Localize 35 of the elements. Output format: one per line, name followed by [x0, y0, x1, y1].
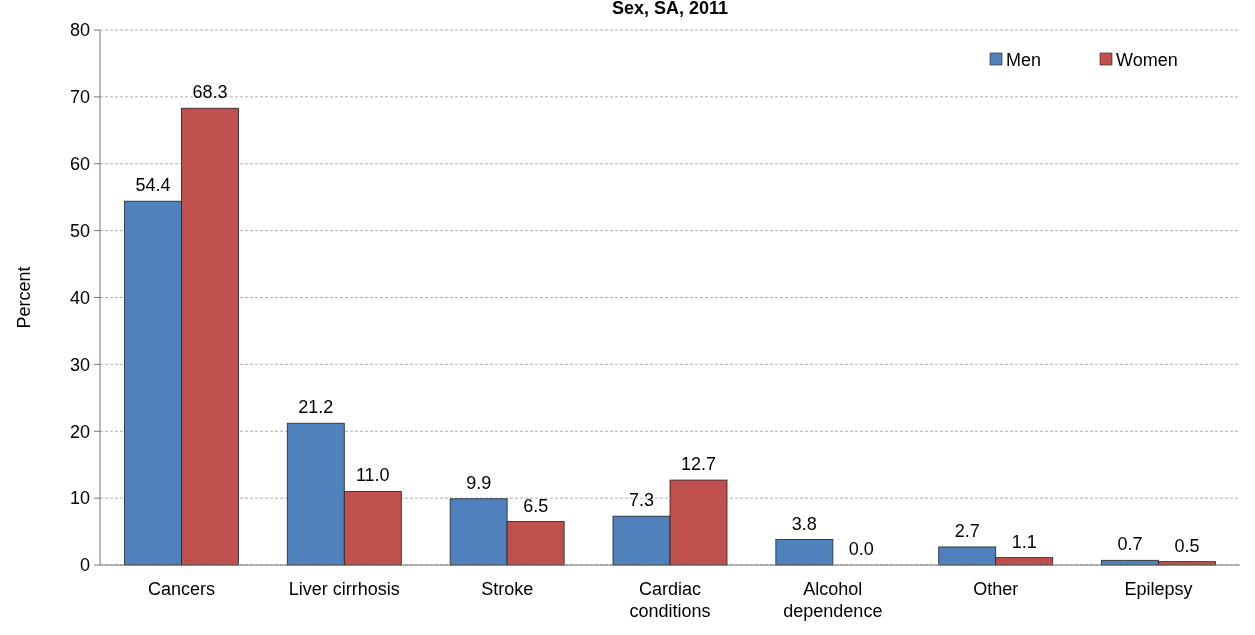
- y-tick-label: 10: [69, 488, 90, 509]
- x-tick-label: Cancers: [147, 579, 215, 599]
- text: 21.2: [298, 397, 334, 418]
- y-axis-title: Percent: [14, 266, 34, 329]
- text: 0.0: [848, 539, 874, 559]
- y-tick-label: 60: [69, 154, 90, 175]
- legend-label: Women: [1116, 50, 1178, 71]
- text: 11.0: [355, 465, 390, 486]
- y-tick-label: 30: [69, 354, 90, 375]
- text: 1.1: [1011, 531, 1037, 552]
- x-tick-label: Stroke: [481, 579, 534, 599]
- text: 68.3: [192, 82, 228, 103]
- x-tick-label: Alcohol dependence: [783, 579, 883, 621]
- x-tick-label: Liver cirrhosis: [288, 579, 400, 599]
- x-tick-label: Epilepsy: [1124, 579, 1193, 599]
- text: 54.4: [135, 175, 171, 196]
- y-tick-label: 80: [69, 20, 90, 41]
- y-tick-label: 70: [69, 87, 90, 108]
- legend-label: Men: [1006, 50, 1042, 71]
- y-tick-label: 0: [79, 555, 90, 576]
- bar: [775, 539, 834, 566]
- y-tick-label: 50: [69, 220, 90, 241]
- x-tick-label: Cardiac conditions: [629, 579, 711, 621]
- chart-title: Sex, SA, 2011: [611, 0, 729, 18]
- text: 0.7: [1117, 534, 1143, 555]
- y-tick-label: 40: [69, 287, 90, 308]
- text: 9.9: [466, 472, 492, 493]
- y-tick-label: 20: [69, 421, 90, 442]
- text: 7.3: [628, 490, 655, 511]
- text: 3.8: [791, 513, 817, 534]
- text: 0.5: [1174, 535, 1200, 556]
- x-tick-label: Other: [973, 579, 1019, 599]
- text: 12.7: [680, 454, 717, 475]
- text: 2.7: [954, 520, 980, 541]
- text: 6.5: [523, 495, 549, 516]
